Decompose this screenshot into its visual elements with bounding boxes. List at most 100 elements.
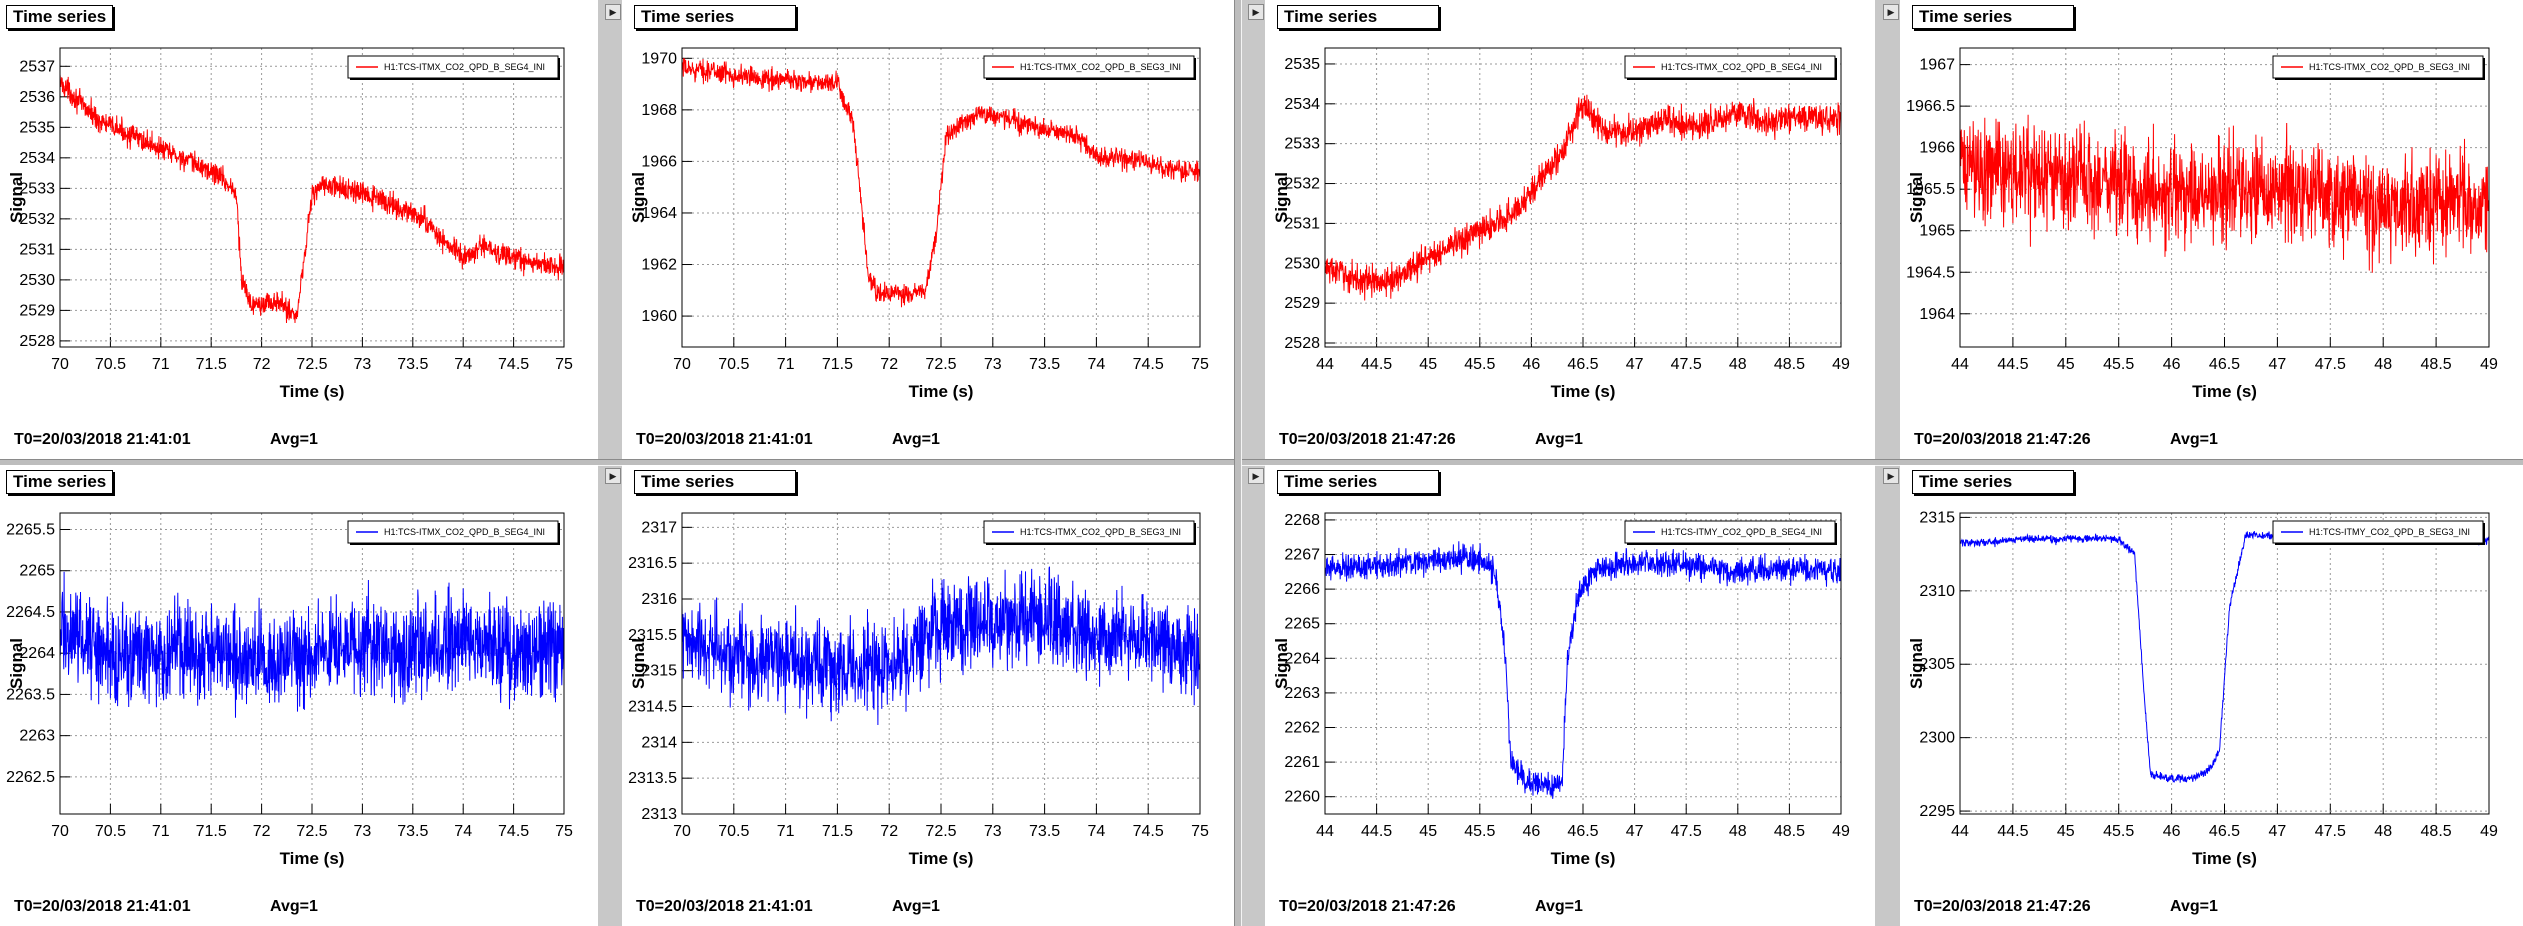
x-tick-label: 46 (1523, 823, 1541, 840)
y-tick-label: 2535 (1284, 56, 1320, 73)
y-axis-title: Signal (629, 638, 648, 689)
pad-title: Time series (1912, 5, 2074, 29)
y-tick-label: 2266 (1284, 581, 1320, 598)
time-series-chart: 44 44.5 45 45.5 46 46.5 47 47.5 48 48.5 49 2295 2300… (1907, 509, 2498, 915)
y-tick-label: 2537 (19, 58, 55, 75)
x-tick-label: 70.5 (95, 823, 126, 840)
y-tick-label: 2528 (1284, 335, 1320, 352)
x-tick-label: 71.5 (822, 823, 853, 840)
avg-label: Avg=1 (270, 898, 318, 915)
x-tick-label: 72.5 (925, 823, 956, 840)
triangle-right-icon[interactable]: ▶ (1248, 4, 1264, 20)
y-tick-label: 2314.5 (628, 699, 677, 716)
y-tick-label: 2313.5 (628, 770, 677, 787)
plot-pad-3[interactable]: Time series 44 44.5 45 45.5 46 46.5 47 47.5 48 48.… (1265, 0, 1875, 459)
legend-box (1624, 55, 1836, 79)
x-tick-label: 48 (1729, 356, 1747, 373)
triangle-right-icon[interactable]: ▶ (605, 468, 621, 484)
x-tick-label: 70 (673, 823, 691, 840)
series-line (1324, 94, 1842, 301)
series-line (681, 566, 1201, 726)
plot-pad-6[interactable]: Time series 70 70.5 71 71.5 72 72.5 73 73.5 74 74.… (622, 465, 1234, 926)
x-tick-label: 49 (1832, 356, 1850, 373)
triangle-right-icon[interactable]: ▶ (1248, 468, 1264, 484)
left-horizontal-splitter[interactable] (0, 459, 1234, 466)
plot-pad-7[interactable]: Time series 44 44.5 45 45.5 46 46.5 47 47.5 48 48.… (1265, 465, 1875, 926)
triangle-right-icon[interactable]: ▶ (1883, 468, 1899, 484)
x-tick-label: 73 (984, 823, 1002, 840)
x-tick-label: 73 (354, 823, 372, 840)
y-tick-label: 2532 (1284, 176, 1320, 193)
time-series-chart: 70 70.5 71 71.5 72 72.5 73 73.5 74 74.5 75 2262.5 22… (6, 512, 573, 915)
time-series-chart: 44 44.5 45 45.5 46 46.5 47 47.5 48 48.5 49 2260 2261… (1272, 512, 1850, 915)
y-tick-label: 1960 (641, 308, 677, 325)
y-tick-label: 1967 (1919, 57, 1955, 74)
plot-pad-1[interactable]: Time series 70 70.5 71 71.5 72 72.5 73 73.5 74 74.… (0, 0, 598, 459)
legend-box (2272, 55, 2484, 79)
x-tick-label: 74.5 (1133, 823, 1164, 840)
x-tick-label: 45 (1419, 356, 1437, 373)
triangle-right-icon[interactable]: ▶ (1883, 4, 1899, 20)
x-tick-label: 70.5 (95, 356, 126, 373)
x-tick-label: 73 (984, 356, 1002, 373)
plot-pad-8[interactable]: Time series 44 44.5 45 45.5 46 46.5 47 47.5 48 48.… (1900, 465, 2523, 926)
right-horizontal-splitter[interactable] (1242, 459, 2523, 466)
y-axis-title: Signal (7, 638, 26, 689)
x-tick-label: 72 (253, 823, 271, 840)
y-axis-title: Signal (1907, 172, 1926, 223)
x-tick-label: 45.5 (2103, 356, 2134, 373)
x-tick-label: 45 (1419, 823, 1437, 840)
x-tick-label: 70 (51, 356, 69, 373)
x-tick-label: 72 (880, 356, 898, 373)
x-tick-label: 47 (2269, 823, 2287, 840)
legend-label: H1:TCS-ITMX_CO2_QPD_B_SEG4_INI (384, 62, 545, 72)
legend-label: H1:TCS-ITMX_CO2_QPD_B_SEG4_INI (384, 527, 545, 537)
t0-timestamp: T0=20/03/2018 21:47:26 (1279, 431, 1456, 448)
x-tick-label: 72.5 (296, 823, 327, 840)
plot-pad-2[interactable]: Time series 70 70.5 71 71.5 72 72.5 73 73.5 74 74.… (622, 0, 1234, 459)
x-tick-label: 44.5 (1361, 356, 1392, 373)
pad-title: Time series (6, 470, 114, 494)
y-tick-label: 2530 (19, 272, 55, 289)
plot-border (681, 47, 1201, 348)
y-tick-label: 2529 (1284, 295, 1320, 312)
y-tick-label: 2263.5 (6, 686, 55, 703)
triangle-right-icon[interactable]: ▶ (605, 4, 621, 20)
plot-border (1959, 512, 2490, 815)
x-tick-label: 46 (1523, 356, 1541, 373)
plot-border (59, 47, 565, 348)
avg-label: Avg=1 (2170, 898, 2218, 915)
x-tick-label: 47 (1626, 823, 1644, 840)
y-tick-label: 2315 (1919, 509, 1955, 526)
y-tick-label: 2263 (1284, 685, 1320, 702)
y-axis-title: Signal (629, 172, 648, 223)
x-tick-label: 74.5 (498, 823, 529, 840)
main-vertical-splitter[interactable] (1234, 0, 1242, 926)
x-axis-title: Time (s) (280, 849, 345, 868)
x-tick-label: 71 (152, 356, 170, 373)
x-tick-label: 70.5 (718, 823, 749, 840)
y-tick-label: 2262.5 (6, 769, 55, 786)
x-tick-label: 49 (2480, 356, 2498, 373)
x-tick-label: 45.5 (1464, 823, 1495, 840)
plot-border (59, 512, 565, 815)
x-tick-label: 48.5 (2421, 356, 2452, 373)
plot-pad-5[interactable]: Time series 70 70.5 71 71.5 72 72.5 73 73.5 74 74.… (0, 465, 598, 926)
x-tick-label: 49 (2480, 823, 2498, 840)
pad-title: Time series (1277, 470, 1439, 494)
t0-timestamp: T0=20/03/2018 21:41:01 (14, 898, 191, 915)
x-tick-label: 44 (1316, 823, 1334, 840)
y-tick-label: 2261 (1284, 754, 1320, 771)
y-tick-label: 2533 (1284, 136, 1320, 153)
time-series-chart: 70 70.5 71 71.5 72 72.5 73 73.5 74 74.5 75 2313 2313… (628, 512, 1209, 915)
x-tick-label: 44 (1951, 823, 1969, 840)
x-tick-label: 48.5 (1774, 823, 1805, 840)
series-line (681, 58, 1201, 308)
y-tick-label: 2265 (1284, 616, 1320, 633)
plot-frame (681, 47, 1201, 348)
t0-timestamp: T0=20/03/2018 21:47:26 (1914, 898, 2091, 915)
legend-box (983, 55, 1195, 79)
y-tick-label: 2317 (641, 519, 677, 536)
x-tick-label: 72 (880, 823, 898, 840)
plot-pad-4[interactable]: Time series 44 44.5 45 45.5 46 46.5 47 47.5 48 48.… (1900, 0, 2523, 459)
